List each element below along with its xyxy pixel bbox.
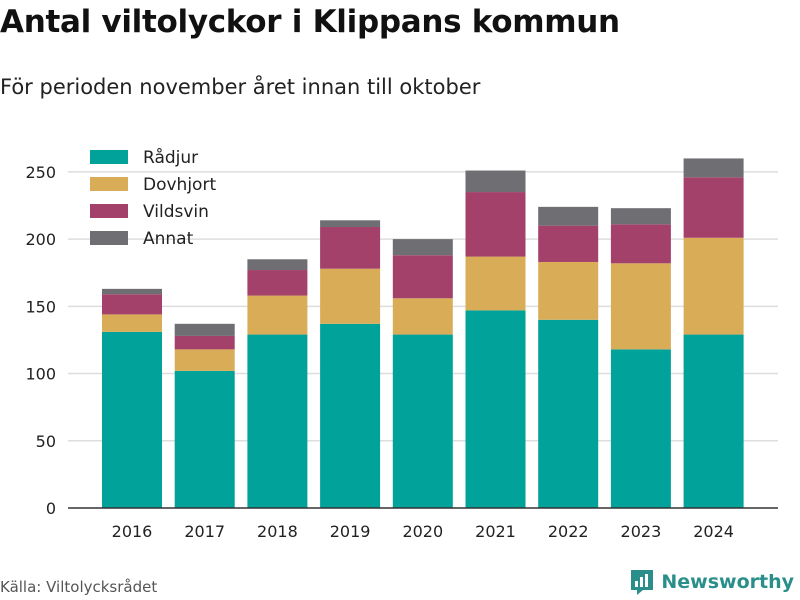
y-tick-label: 100 (25, 365, 56, 384)
legend-label-dovhjort: Dovhjort (143, 175, 216, 195)
bar-segment-vildsvin-2019 (320, 227, 381, 269)
bar-segment-vildsvin-2018 (247, 270, 308, 296)
bar-segment-dovhjort-2024 (683, 237, 744, 335)
legend-label-annat: Annat (143, 229, 194, 249)
y-tick-label: 0 (46, 499, 56, 518)
bar-segment-dovhjort-2023 (610, 263, 671, 350)
legend-swatch-rådjur (90, 150, 128, 164)
bar-segment-vildsvin-2016 (102, 294, 162, 315)
bar-segment-vildsvin-2022 (538, 225, 599, 262)
legend-label-rådjur: Rådjur (143, 147, 198, 168)
bar-segment-rådjur-2016 (102, 331, 162, 508)
legend-swatch-vildsvin (90, 204, 128, 218)
bar-segment-dovhjort-2016 (102, 314, 162, 332)
y-tick-label: 250 (25, 163, 56, 182)
y-tick-label: 50 (36, 432, 56, 451)
y-tick-label: 150 (25, 297, 56, 316)
bar-segment-annat-2024 (683, 158, 744, 178)
bar-segment-rådjur-2022 (538, 319, 599, 508)
x-tick-label: 2024 (693, 522, 734, 541)
x-tick-label: 2018 (257, 522, 298, 541)
bar-segment-annat-2019 (320, 220, 381, 228)
bar-segment-rådjur-2018 (247, 334, 308, 508)
legend-label-vildsvin: Vildsvin (143, 202, 209, 222)
bar-segment-dovhjort-2022 (538, 261, 599, 320)
x-tick-label: 2021 (475, 522, 516, 541)
bar-segment-vildsvin-2024 (683, 177, 744, 238)
bar-segment-vildsvin-2021 (465, 192, 526, 257)
axis-layer: 0 50 100 150 200 250 2016 2017 2018 2019 2020 2021 2… (25, 163, 778, 541)
bar-segment-annat-2021 (465, 170, 526, 193)
legend-swatch-dovhjort (90, 177, 128, 191)
x-tick-label: 2023 (621, 522, 662, 541)
bar-segment-annat-2020 (392, 239, 453, 256)
bar-segment-vildsvin-2020 (392, 255, 453, 299)
bar-segment-dovhjort-2018 (247, 295, 308, 335)
x-tick-label: 2022 (548, 522, 589, 541)
bar-segment-dovhjort-2021 (465, 256, 526, 311)
newsworthy-logo-icon (631, 570, 654, 595)
bar-segment-rådjur-2020 (392, 334, 453, 508)
bar-segment-dovhjort-2019 (320, 268, 381, 324)
bar-layer (102, 158, 744, 508)
bar-segment-rådjur-2024 (683, 334, 744, 508)
bar-segment-dovhjort-2020 (392, 298, 453, 335)
bar-segment-annat-2018 (247, 259, 308, 271)
bar-segment-vildsvin-2017 (174, 335, 235, 350)
brand-logo: Newsworthy (629, 568, 794, 596)
bar-segment-dovhjort-2017 (174, 349, 235, 371)
bar-segment-rådjur-2017 (174, 370, 235, 508)
legend: Rådjur Dovhjort Vildsvin Annat (90, 147, 216, 249)
x-tick-label: 2019 (330, 522, 371, 541)
chart-subtitle: För perioden november året innan till ok… (0, 75, 481, 99)
legend-swatch-annat (90, 231, 128, 245)
bar-segment-rådjur-2021 (465, 310, 526, 508)
bar-segment-annat-2023 (610, 208, 671, 225)
brand-name: Newsworthy (661, 571, 794, 593)
x-tick-label: 2020 (402, 522, 443, 541)
bar-segment-annat-2016 (102, 288, 162, 295)
x-tick-label: 2016 (112, 522, 153, 541)
y-tick-label: 200 (25, 230, 56, 249)
x-tick-label: 2017 (184, 522, 225, 541)
bar-segment-rådjur-2023 (610, 349, 671, 508)
bar-segment-annat-2017 (174, 323, 235, 336)
source-note: Källa: Viltolycksrådet (0, 578, 158, 596)
bar-segment-vildsvin-2023 (610, 224, 671, 264)
bar-segment-annat-2022 (538, 206, 599, 226)
bar-segment-rådjur-2019 (320, 323, 381, 508)
chart-title: Antal viltolyckor i Klippans kommun (0, 4, 620, 40)
